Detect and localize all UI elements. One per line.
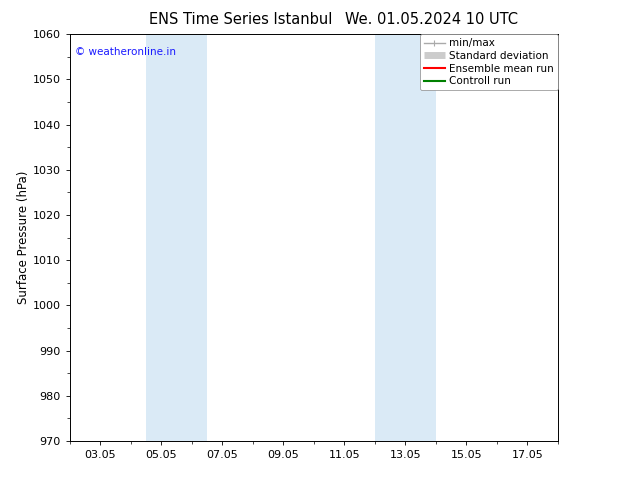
Bar xyxy=(146,34,207,441)
Text: ENS Time Series Istanbul: ENS Time Series Istanbul xyxy=(149,12,333,27)
Text: We. 01.05.2024 10 UTC: We. 01.05.2024 10 UTC xyxy=(345,12,517,27)
Bar xyxy=(375,34,436,441)
Y-axis label: Surface Pressure (hPa): Surface Pressure (hPa) xyxy=(17,171,30,304)
Text: © weatheronline.in: © weatheronline.in xyxy=(75,47,176,56)
Legend: min/max, Standard deviation, Ensemble mean run, Controll run: min/max, Standard deviation, Ensemble me… xyxy=(420,34,558,91)
